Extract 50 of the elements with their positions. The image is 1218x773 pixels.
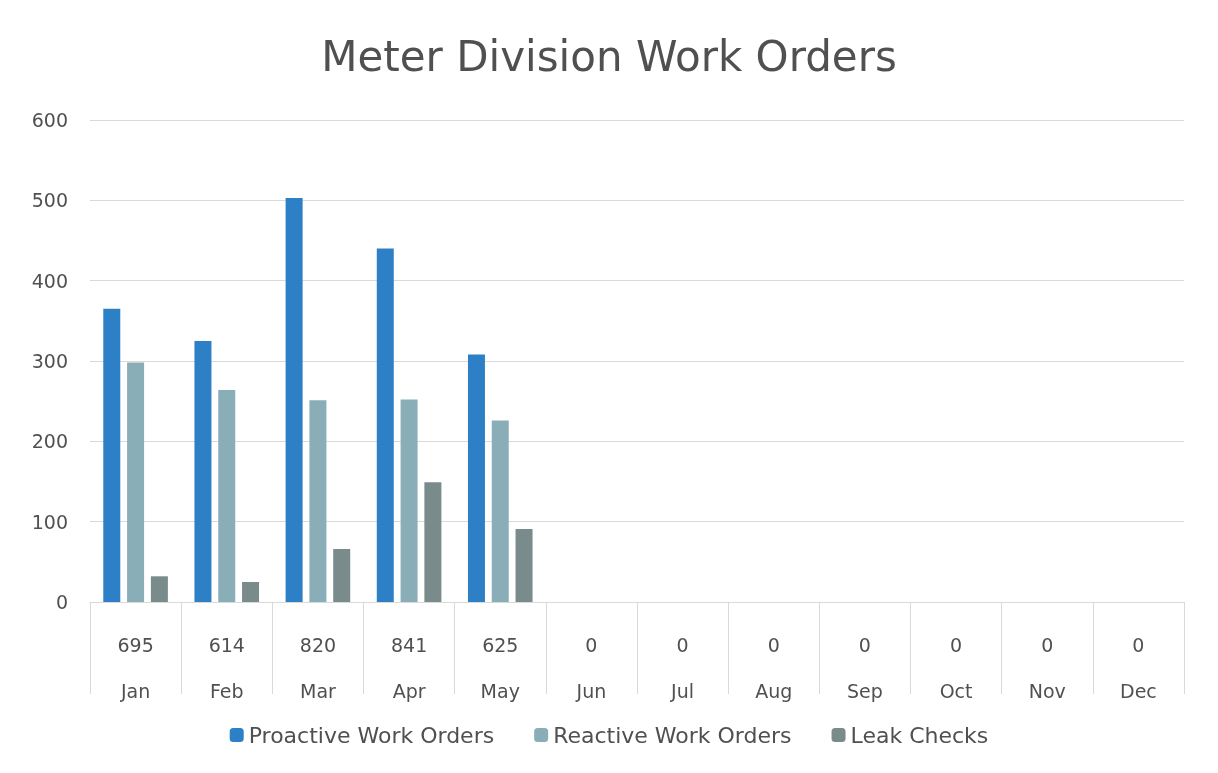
x-tick-label: Dec xyxy=(1120,680,1157,702)
x-tick-label: May xyxy=(480,680,520,702)
total-label: 841 xyxy=(390,634,428,656)
x-tick-label: Nov xyxy=(1028,680,1066,702)
legend-label: Leak Checks xyxy=(850,722,989,748)
bar xyxy=(376,248,394,602)
x-tick-label: Jan xyxy=(119,680,151,702)
total-label: 614 xyxy=(208,634,245,656)
total-label: 0 xyxy=(585,634,598,656)
total-label: 0 xyxy=(858,634,871,656)
bar xyxy=(400,399,418,602)
x-tick-label: Aug xyxy=(755,680,793,702)
legend-label: Reactive Work Orders xyxy=(553,722,792,748)
total-label: 0 xyxy=(767,634,780,656)
y-tick-label: 300 xyxy=(31,350,68,372)
bar xyxy=(491,420,509,602)
y-tick-label: 100 xyxy=(31,510,68,533)
bar xyxy=(467,354,485,602)
y-tick-label: 400 xyxy=(31,269,68,292)
total-label: 0 xyxy=(1132,634,1145,656)
x-tick-label: Feb xyxy=(209,680,244,702)
x-tick-label: Jun xyxy=(575,680,607,702)
total-label: 0 xyxy=(1041,634,1054,656)
bar xyxy=(309,400,327,602)
chart-title: Meter Division Work Orders xyxy=(321,31,897,81)
x-tick-label: Jul xyxy=(670,680,695,702)
bar xyxy=(103,308,121,602)
x-tick-label: Apr xyxy=(392,680,426,702)
total-label: 695 xyxy=(117,634,154,656)
bar xyxy=(285,197,303,602)
y-tick-label: 200 xyxy=(31,430,68,453)
bar xyxy=(333,548,351,602)
total-label: 0 xyxy=(950,634,963,656)
total-label: 820 xyxy=(299,634,337,656)
bar xyxy=(127,362,145,602)
y-tick-label: 0 xyxy=(55,591,68,613)
legend-label: Proactive Work Orders xyxy=(248,722,495,748)
total-label: 625 xyxy=(482,634,519,656)
bar xyxy=(150,576,168,602)
x-tick-label: Oct xyxy=(939,680,973,702)
bar xyxy=(242,581,260,602)
y-tick-label: 600 xyxy=(31,109,68,131)
bar xyxy=(424,482,442,602)
x-tick-label: Sep xyxy=(847,680,883,702)
total-label: 0 xyxy=(676,634,689,656)
bar xyxy=(515,528,533,602)
bar xyxy=(218,389,236,602)
y-tick-label: 500 xyxy=(31,189,68,212)
x-tick-label: Mar xyxy=(299,680,337,702)
bar xyxy=(194,340,212,602)
